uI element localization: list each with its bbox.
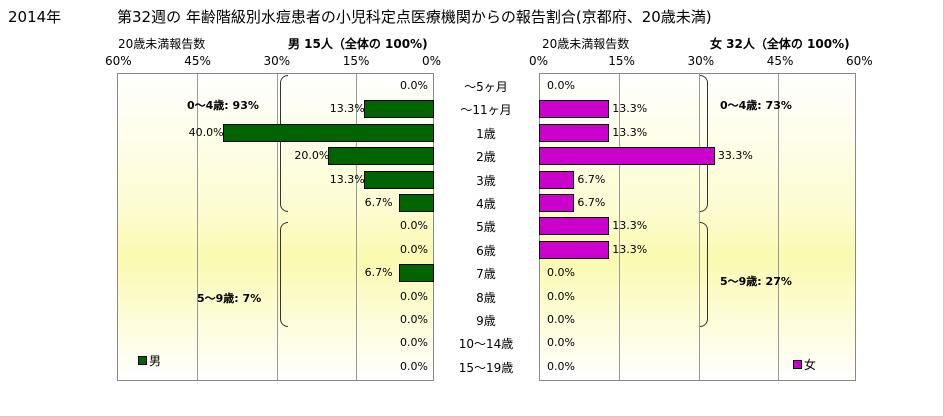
- female-tick-label: 0%: [529, 54, 549, 68]
- age-category-label: 9歳: [476, 314, 496, 328]
- male-tick-label: 30%: [263, 54, 291, 68]
- female-value-label: 0.0%: [547, 79, 575, 92]
- male-value-label: 0.0%: [400, 79, 428, 92]
- male-tick-label: 45%: [184, 54, 211, 68]
- female-gridline: [619, 74, 621, 380]
- female-caption: 20歳未満報告数: [542, 37, 630, 51]
- chart-title: 第32週の 年齢階級別水痘患者の小児科定点医療機関からの報告割合(京都府、20歳…: [117, 8, 712, 26]
- female-tick-label: 15%: [608, 54, 635, 68]
- male-value-label: 0.0%: [400, 242, 428, 256]
- male-bar: [328, 147, 434, 166]
- age-category-label: ～11ヶ月: [460, 103, 512, 118]
- chart-year: 2014年: [8, 8, 62, 26]
- age-category-label: 7歳: [476, 267, 496, 282]
- male-legend-label: 男: [149, 354, 162, 368]
- age-category-label: 8歳: [476, 290, 496, 305]
- age-category-label: 6歳: [476, 243, 496, 258]
- female-tick-label: 30%: [687, 54, 715, 68]
- male-caption: 20歳未満報告数: [118, 37, 206, 51]
- female-value-label: 6.7%: [577, 172, 606, 186]
- age-category-label: 3歳: [476, 173, 496, 188]
- male-bracket-5-9: [280, 222, 288, 327]
- male-legend: 男: [138, 352, 161, 369]
- male-group-5-9: 5～9歳: 7%: [197, 292, 262, 305]
- male-value-label: 13.3%: [329, 172, 365, 186]
- female-value-label: 6.7%: [577, 196, 606, 209]
- age-category-label: ～5ヶ月: [464, 80, 508, 94]
- female-legend-swatch: [793, 360, 802, 369]
- female-bar: [539, 100, 610, 119]
- age-category-label: 1歳: [476, 126, 496, 141]
- female-value-label: 0.0%: [547, 289, 575, 303]
- male-bar: [363, 100, 434, 119]
- female-bar: [539, 170, 575, 189]
- female-bar: [539, 217, 610, 236]
- female-legend-label: 女: [804, 358, 817, 372]
- female-value-label: 0.0%: [547, 313, 575, 326]
- female-bar: [539, 123, 610, 142]
- female-bar: [539, 147, 715, 166]
- age-category-label: 15～19歳: [458, 360, 514, 375]
- female-value-label: 33.3%: [717, 149, 753, 163]
- male-bar: [398, 194, 434, 212]
- male-tick-label: 15%: [342, 54, 370, 68]
- age-category-label: 10～14歳: [458, 337, 514, 352]
- age-category-label: 2歳: [476, 150, 496, 165]
- age-category-label: 5歳: [476, 220, 496, 235]
- male-bar: [398, 264, 434, 283]
- male-value-label: 13.3%: [329, 102, 365, 116]
- female-value-label: 13.3%: [612, 219, 648, 233]
- age-category-label: 4歳: [476, 197, 496, 211]
- male-plot-area: [117, 73, 434, 381]
- male-group-0-4: 0～4歳: 93%: [187, 99, 259, 112]
- male-value-label: 0.0%: [400, 359, 428, 373]
- male-value-label: 0.0%: [400, 336, 428, 350]
- female-summary: 女 32人（全体の 100%): [710, 37, 850, 51]
- male-value-label: 0.0%: [400, 219, 428, 233]
- male-value-label: 0.0%: [400, 313, 428, 326]
- female-group-5-9: 5～9歳: 27%: [720, 275, 792, 288]
- male-value-label: 0.0%: [400, 289, 428, 303]
- female-bar: [539, 194, 575, 212]
- female-tick-label: 45%: [766, 54, 794, 68]
- female-value-label: 13.3%: [612, 242, 648, 256]
- female-gridline: [698, 74, 700, 380]
- male-summary: 男 15人（全体の 100%): [288, 37, 428, 51]
- male-bracket-0-4: [280, 75, 288, 212]
- female-tick-label: 60%: [846, 54, 873, 68]
- female-value-label: 13.3%: [612, 102, 648, 116]
- male-gridline: [197, 74, 199, 380]
- female-bar: [539, 240, 610, 259]
- female-bracket-0-4: [700, 75, 708, 212]
- male-value-label: 6.7%: [364, 266, 393, 280]
- male-value-label: 40.0%: [188, 125, 224, 139]
- female-bracket-5-9: [700, 222, 708, 327]
- male-bar: [222, 123, 434, 142]
- female-value-label: 0.0%: [547, 359, 575, 373]
- male-bar: [363, 170, 434, 189]
- female-value-label: 0.0%: [547, 336, 575, 350]
- male-value-label: 6.7%: [364, 196, 393, 209]
- female-legend: 女: [793, 356, 816, 373]
- male-value-label: 20.0%: [294, 149, 330, 163]
- male-tick-label: 0%: [422, 54, 442, 68]
- male-tick-label: 60%: [105, 54, 132, 68]
- female-group-0-4: 0～4歳: 73%: [720, 99, 792, 112]
- male-gridline: [355, 74, 357, 380]
- female-value-label: 13.3%: [612, 125, 648, 139]
- female-gridline: [777, 74, 779, 380]
- male-gridline: [276, 74, 278, 380]
- female-value-label: 0.0%: [547, 266, 575, 280]
- male-legend-swatch: [138, 356, 147, 365]
